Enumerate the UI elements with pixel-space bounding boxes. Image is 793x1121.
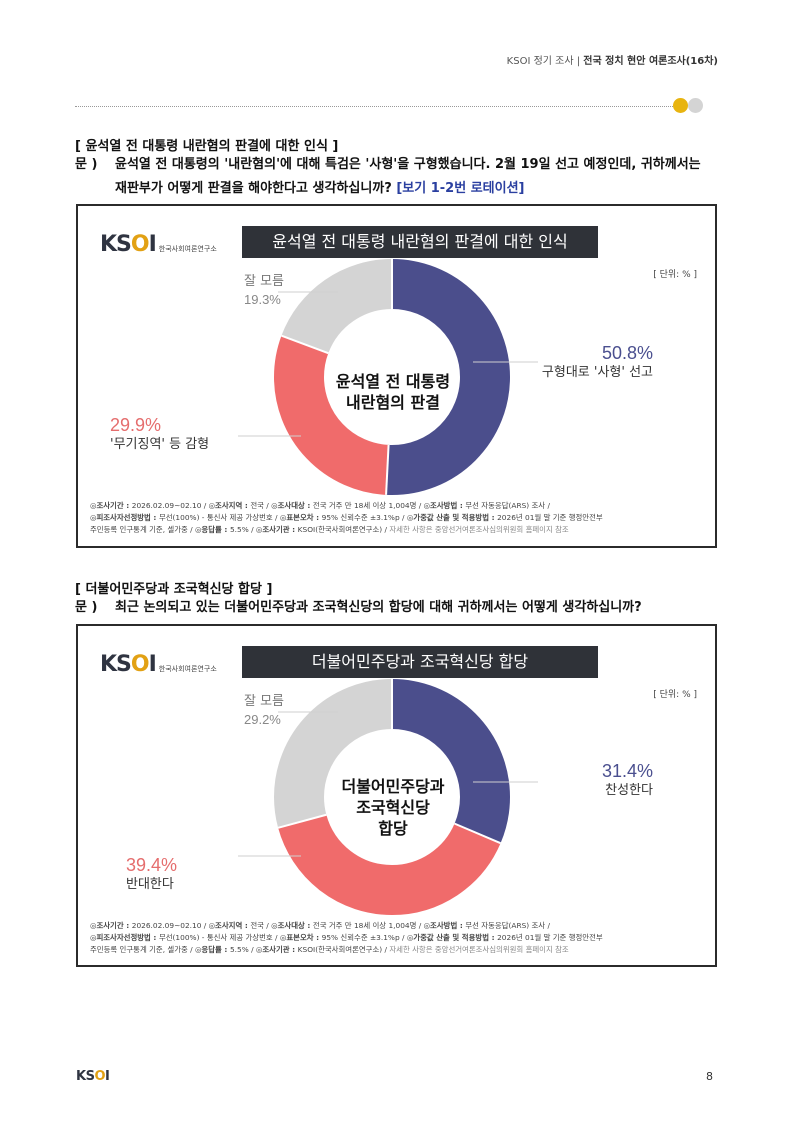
slice-label-oppose: 39.4% 반대한다: [126, 855, 178, 892]
question-line-1: 최근 논의되고 있는 더불어민주당과 조국혁신당의 합당에 대해 귀하께서는 어…: [115, 600, 642, 615]
question-line-2: 재판부가 어떻게 판결을 해야한다고 생각하십니까?: [115, 181, 392, 196]
survey-footnote: ◎조사기간 : 2026.02.09~02.10 / ◎조사지역 : 전국 / …: [90, 501, 603, 534]
header-prefix: KSOI 정기 조사 |: [506, 56, 584, 67]
donut-slice-oppose: [274, 679, 510, 915]
question-2: 문 ) 최근 논의되고 있는 더불어민주당과 조국혁신당의 합당에 대해 귀하께서…: [75, 596, 642, 620]
ksoi-logo: KSOI 한국사회여론연구소: [100, 652, 217, 677]
question-line-1: 윤석열 전 대통령의 '내란혐의'에 대해 특검은 '사형'을 구형했습니다. …: [115, 157, 701, 172]
header-divider: [75, 106, 675, 107]
chart-card-2: KSOI 한국사회여론연구소 더불어민주당과 조국혁신당 합당 [ 단위: % …: [76, 624, 717, 967]
page-number: 8: [706, 1070, 713, 1083]
slice-separator: [277, 813, 327, 829]
chart-title: 윤석열 전 대통령 내란혐의 판결에 대한 인식: [242, 226, 598, 258]
slice-label-death-penalty: 50.8% 구형대로 '사형' 선고: [541, 343, 653, 380]
unit-label: [ 단위: % ]: [653, 690, 697, 700]
page-header: KSOI 정기 조사 | 전국 정치 현안 여론조사(16차): [507, 52, 718, 67]
slice-label-approve: 31.4% 찬성한다: [601, 761, 653, 798]
ksoi-logo: KSOI 한국사회여론연구소: [100, 232, 217, 257]
chart-title: 더불어민주당과 조국혁신당 합당: [242, 646, 598, 678]
donut-center-label: 윤석열 전 대통령 내란혐의 판결: [335, 372, 451, 412]
slice-label-unknown: 잘 모름 19.3%: [244, 274, 285, 307]
gold-dot-icon: [673, 98, 688, 113]
donut-center-label: 더불어민주당과 조국혁신당 합당: [341, 777, 445, 838]
question-1: 문 ) 윤석열 전 대통령의 '내란혐의'에 대해 특검은 '사형'을 구형했습니…: [75, 153, 701, 201]
grey-dot-icon: [688, 98, 703, 113]
question-prefix: 문 ): [75, 600, 98, 615]
header-title: 전국 정치 현안 여론조사(16차): [583, 56, 718, 67]
section-title-2: [ 더불어민주당과 조국혁신당 합당 ]: [75, 582, 273, 597]
question-note: [보기 1-2번 로테이션]: [396, 181, 525, 196]
survey-footnote: ◎조사기간 : 2026.02.09~02.10 / ◎조사지역 : 전국 / …: [90, 921, 603, 954]
donut-slice-reduced-sentence: [274, 259, 510, 495]
logo-subtitle: 한국사회여론연구소: [158, 245, 217, 253]
donut-chart-2: [238, 679, 538, 915]
slice-label-reduced-sentence: 29.9% '무기징역' 등 감형: [110, 415, 210, 452]
slice-label-unknown: 잘 모름 29.2%: [244, 694, 285, 727]
logo-subtitle: 한국사회여론연구소: [158, 665, 217, 673]
unit-label: [ 단위: % ]: [653, 270, 697, 280]
question-prefix: 문 ): [75, 157, 98, 172]
donut-chart-1: [238, 259, 538, 495]
slice-separator: [281, 334, 329, 355]
slice-separator: [385, 444, 390, 495]
section-title-1: [ 윤석열 전 대통령 내란혐의 판결에 대한 인식 ]: [75, 139, 339, 154]
chart-card-1: KSOI 한국사회여론연구소 윤석열 전 대통령 내란혐의 판결에 대한 인식 …: [76, 204, 717, 548]
slice-separator: [454, 822, 501, 845]
footer-logo: KSOI: [76, 1069, 110, 1084]
